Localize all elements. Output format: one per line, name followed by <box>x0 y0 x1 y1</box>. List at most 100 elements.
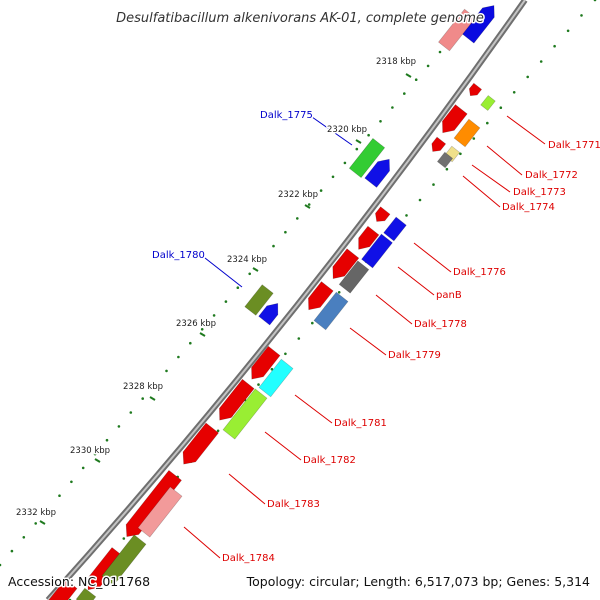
ring-dot <box>284 352 287 356</box>
tick-label-2332: 2332 kbp <box>16 508 56 518</box>
gene-label-dalk-1774[interactable]: Dalk_1774 <box>501 201 557 215</box>
gene-label-dalk-1771[interactable]: Dalk_1771 <box>547 139 600 153</box>
gene-dalk-1775[interactable] <box>348 137 386 179</box>
kbp-tick-marks <box>39 73 412 525</box>
ring-dot <box>405 214 408 217</box>
ring-dot <box>472 137 476 140</box>
ring-dot <box>236 286 240 290</box>
gene-dalk-1778[interactable] <box>338 260 370 294</box>
ring-dot <box>257 383 260 386</box>
gene-label-dalk-1783[interactable]: Dalk_1783 <box>266 498 322 512</box>
gene-dalk-1782[interactable] <box>222 388 268 440</box>
gene-red-1783[interactable] <box>125 469 182 537</box>
gene-label-dalk-1773[interactable]: Dalk_1773 <box>512 186 568 200</box>
gene-label-dalk-1781[interactable]: Dalk_1781 <box>333 417 389 431</box>
ring-dot <box>445 167 449 171</box>
gene-red-1773[interactable] <box>431 136 447 152</box>
ring-dot <box>438 50 442 54</box>
leader-dalk-1771 <box>506 115 546 145</box>
ring-dot <box>319 189 323 192</box>
gene-features <box>48 5 496 600</box>
gene-pink-top[interactable] <box>438 8 476 52</box>
ring-dot <box>141 397 144 400</box>
gene-dalk-1776[interactable] <box>383 216 407 242</box>
gene-label-panb[interactable]: panB <box>435 289 464 303</box>
gene-dalk-1775-blue[interactable] <box>364 158 390 188</box>
gene-dalk-1774[interactable] <box>436 151 454 169</box>
kbp-tick <box>252 267 259 272</box>
ring-dot <box>70 480 73 484</box>
gene-label-dalk-1779[interactable]: Dalk_1779 <box>387 349 443 363</box>
gene-dalk-1771[interactable] <box>480 95 496 111</box>
ring-dot <box>526 75 529 79</box>
gene-label-dalk-1772[interactable]: Dalk_1772 <box>524 169 580 183</box>
gene-panb[interactable] <box>361 233 393 269</box>
ring-dot <box>379 120 382 123</box>
leader-dalk-1784 <box>183 526 221 559</box>
gene-label-dalk-1782[interactable]: Dalk_1782 <box>302 454 358 468</box>
tick-label-2322: 2322 kbp <box>278 190 318 200</box>
leader-dalk-1772 <box>486 145 523 176</box>
gene-dalk-1783[interactable] <box>137 486 183 538</box>
tick-label-2326: 2326 kbp <box>176 319 216 329</box>
ring-dot <box>129 411 133 414</box>
gene-label-dalk-1784[interactable]: Dalk_1784 <box>221 552 277 566</box>
ring-dot <box>153 383 156 387</box>
gene-red-1781-a[interactable] <box>251 345 281 380</box>
ring-dot <box>58 494 61 498</box>
gene-dalk-1781[interactable] <box>258 358 294 398</box>
kbp-tick <box>39 520 46 525</box>
ring-dot <box>117 425 121 428</box>
outer-dotted-ring <box>0 50 442 567</box>
ring-dot <box>403 92 406 95</box>
gene-label-dalk-1778[interactable]: Dalk_1778 <box>413 318 469 332</box>
ring-dot <box>93 452 97 456</box>
gene-red-1782[interactable] <box>182 422 219 465</box>
gene-red-1776[interactable] <box>375 206 391 222</box>
gene-red-1781-b[interactable] <box>219 378 255 421</box>
kbp-tick <box>199 332 206 337</box>
kbp-tick-labels: 2318 kbp 2320 kbp 2322 kbp 2324 kbp 2326… <box>15 56 418 520</box>
kbp-tick <box>355 139 362 144</box>
ring-dot <box>122 537 126 540</box>
gene-dalk-1779[interactable] <box>313 291 349 331</box>
gene-red-bottom[interactable] <box>48 578 78 600</box>
gene-green-bottom[interactable] <box>75 587 97 600</box>
gene-red-panb-b[interactable] <box>332 248 360 279</box>
gene-dalk-1780-blue[interactable] <box>258 303 279 326</box>
gene-red-1772[interactable] <box>442 104 468 134</box>
gene-label-dalk-1780[interactable]: Dalk_1780 <box>151 249 207 263</box>
ring-dot <box>272 244 275 248</box>
gene-dalk-1780[interactable] <box>244 284 274 316</box>
gene-dalk-1784[interactable] <box>101 534 147 586</box>
gene-label-dalk-1775[interactable]: Dalk_1775 <box>259 109 315 123</box>
ring-dot <box>297 337 301 340</box>
ring-dot <box>566 29 570 33</box>
ring-dot <box>0 563 2 567</box>
map-title: Desulfatibacillum alkenivorans AK-01, co… <box>116 11 484 26</box>
gene-label-dalk-1776[interactable]: Dalk_1776 <box>452 266 508 280</box>
ring-dot <box>331 175 335 179</box>
gene-red-panb-a[interactable] <box>358 225 380 250</box>
kbp-tick <box>149 396 156 401</box>
gene-red-1779[interactable] <box>308 281 334 311</box>
ring-dot <box>105 438 109 442</box>
ring-dot <box>165 369 168 373</box>
label-leaders <box>183 115 546 559</box>
gene-blue-top[interactable] <box>461 5 495 44</box>
ring-dot <box>414 78 418 81</box>
ring-dot <box>459 152 462 156</box>
ring-dot <box>418 198 422 202</box>
kbp-tick <box>405 73 412 78</box>
gene-red-small[interactable] <box>468 82 483 97</box>
tick-label-2328: 2328 kbp <box>123 382 163 392</box>
ring-dot <box>367 133 370 137</box>
tick-label-2330: 2330 kbp <box>70 446 110 456</box>
accession-label: Accession: NC_011768 <box>8 574 150 589</box>
reverse-gene-labels: Dalk_1771 Dalk_1772 Dalk_1773 Dalk_1774 … <box>221 139 600 566</box>
ring-dot <box>512 91 516 94</box>
leader-dalk-1781 <box>294 394 333 424</box>
leader-dalk-1783 <box>228 473 266 505</box>
gene-dalk-1772[interactable] <box>453 118 481 148</box>
